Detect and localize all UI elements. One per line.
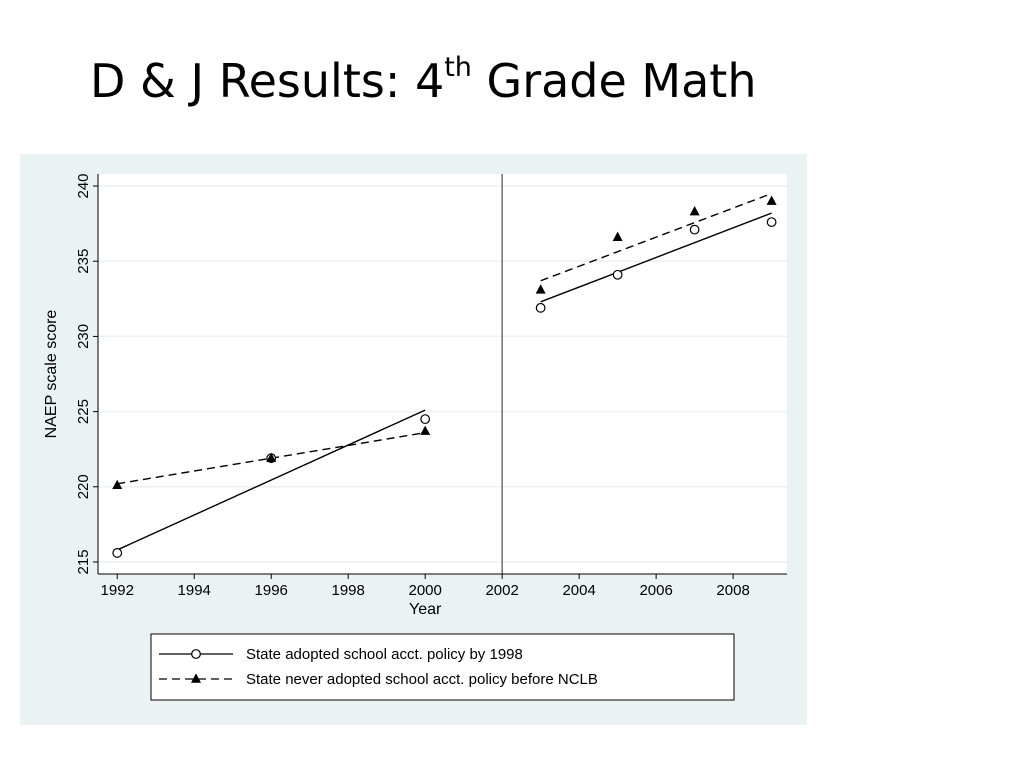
legend-box: [150, 633, 735, 701]
point-series-1-2000: [420, 425, 431, 435]
point-series-1-2009: [766, 195, 777, 205]
legend-label-series-0: State adopted school acct. policy by 199…: [246, 646, 523, 663]
plot-area: [98, 174, 787, 574]
point-series-1-1992: [112, 479, 123, 490]
x-tick-label-1992: 1992: [101, 582, 134, 599]
y-tick-label-230: 230: [75, 324, 92, 349]
point-series-0-1992: [112, 548, 123, 558]
legend-label-series-1: State never adopted school acct. policy …: [246, 671, 598, 688]
point-series-1-1996: [266, 452, 277, 462]
legend-marker-series-1: [191, 673, 201, 683]
slide-title-tail: Grade Math: [471, 54, 757, 108]
x-tick-label-1994: 1994: [178, 582, 211, 599]
y-tick-label-240: 240: [75, 174, 92, 199]
data-markers: [112, 195, 777, 558]
point-series-1-2007: [689, 206, 700, 216]
naep-chart: 1992 1994 1996 1998 2000 2002 2004 2006 2008 215 2…: [43, 174, 787, 701]
x-tick-label-1996: 1996: [255, 582, 288, 599]
point-series-0-2005: [612, 269, 623, 280]
point-series-0-2000: [420, 414, 431, 425]
y-tick-label-220: 220: [75, 474, 92, 499]
x-tick-label-2000: 2000: [408, 582, 441, 599]
axes: 1992 1994 1996 1998 2000 2002 2004 2006 2008 215 2…: [75, 174, 787, 599]
y-axis-title: NAEP scale score: [43, 310, 60, 439]
chart-panel: 1992 1994 1996 1998 2000 2002 2004 2006 2008 215 2…: [20, 154, 807, 725]
y-tick-label-215: 215: [75, 549, 92, 574]
x-tick-label-2008: 2008: [716, 582, 749, 599]
legend: State adopted school acct. policy by 199…: [150, 633, 735, 701]
point-series-0-2009: [766, 217, 777, 228]
legend-swatch-series-0: [159, 649, 233, 659]
point-series-0-2003: [535, 302, 546, 313]
y-tick-label-235: 235: [75, 249, 92, 274]
point-series-1-2003: [535, 284, 546, 294]
y-tick-label-225: 225: [75, 399, 92, 424]
fit-line-series-1-segment-1: [540, 192, 772, 282]
x-tick-label-2002: 2002: [485, 582, 518, 599]
x-tick-label-1998: 1998: [332, 582, 365, 599]
gridlines: [98, 185, 787, 563]
slide-title-main: D & J Results: 4: [90, 54, 445, 108]
x-axis-title: Year: [409, 601, 442, 618]
legend-swatch-series-1: [159, 673, 233, 683]
point-series-0-2007: [689, 224, 700, 235]
legend-marker-series-0: [191, 649, 201, 659]
fit-line-series-0-segment-1: [540, 212, 772, 303]
slide-title-superscript: th: [444, 52, 472, 83]
point-series-1-2005: [612, 231, 623, 241]
fit-line-series-0-segment-0: [116, 409, 426, 551]
x-tick-label-2004: 2004: [562, 582, 595, 599]
slide-title: D & J Results: 4th Grade Math: [90, 54, 756, 104]
x-tick-label-2006: 2006: [639, 582, 672, 599]
